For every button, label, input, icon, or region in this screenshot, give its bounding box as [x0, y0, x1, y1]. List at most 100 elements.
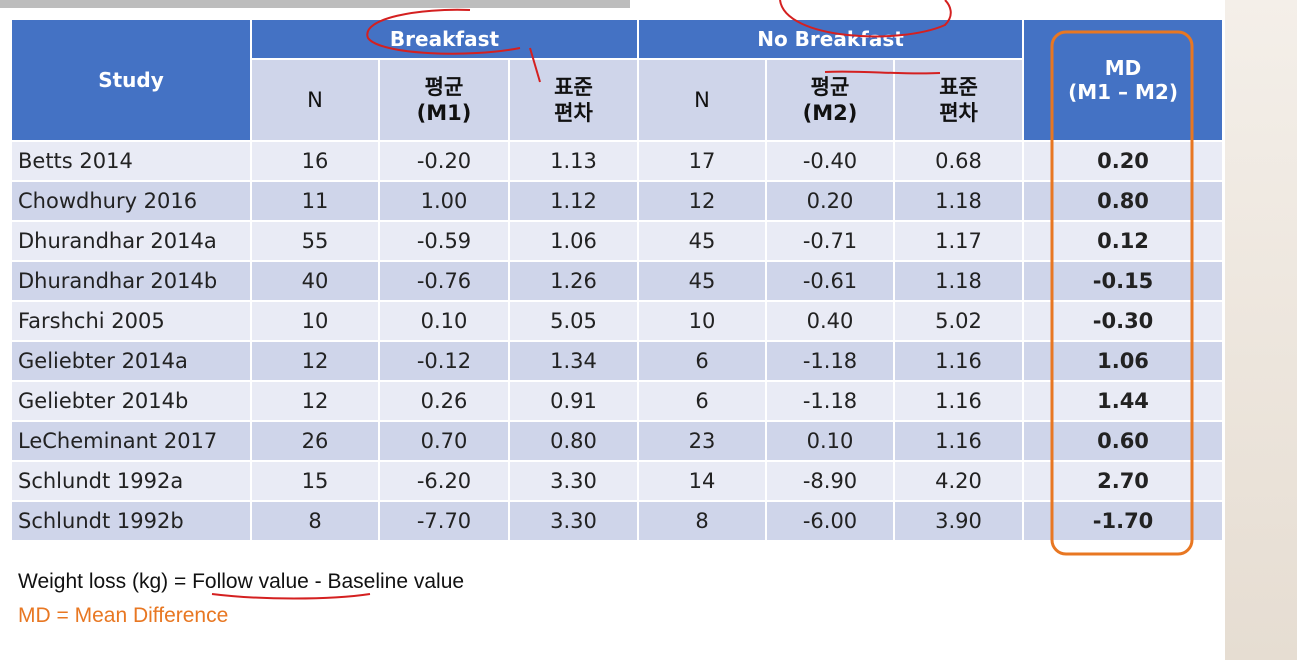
table-cell: 5.05 — [508, 300, 639, 342]
scribble — [779, 0, 952, 38]
header-cell: Breakfast — [250, 18, 639, 60]
table-cell: 0.80 — [1022, 180, 1225, 222]
table-row: Schlundt 1992b 8 -7.70 3.30 8 -6.00 3.90 -1.70 — [10, 500, 1225, 542]
table-cell: 0.68 — [892, 140, 1025, 182]
note: MD = Mean Difference — [18, 604, 229, 627]
table-cell: 3.90 — [892, 500, 1025, 542]
table-row: LeCheminant 2017 26 0.70 0.80 23 0.10 1.16 0.60 — [10, 420, 1225, 462]
header-cell: Study — [10, 18, 252, 142]
table-cell: -1.18 — [765, 380, 895, 422]
table-cell: -1.70 — [1022, 500, 1225, 542]
scribble — [529, 47, 541, 83]
table-row: Farshchi 2005 10 0.10 5.05 10 0.40 5.02 -0.30 — [10, 300, 1225, 342]
table-cell: 0.26 — [378, 380, 510, 422]
table-row: Dhurandhar 2014a 55 -0.59 1.06 45 -0.71 1.17 0.… — [10, 220, 1225, 262]
table-cell: 10 — [250, 300, 380, 342]
table-cell: 14 — [637, 460, 767, 502]
table-cell: 12 — [250, 340, 380, 382]
table-cell: 3.30 — [508, 460, 639, 502]
data-table: Study Breakfast No Breakfast MD (M1 – M2… — [10, 18, 1225, 542]
table-cell: 1.16 — [892, 340, 1025, 382]
table-row: Schlundt 1992a 15 -6.20 3.30 14 -8.90 4.20 2.70 — [10, 460, 1225, 502]
table-cell: Schlundt 1992a — [10, 460, 252, 502]
table-cell: Geliebter 2014b — [10, 380, 252, 422]
table-cell: 45 — [637, 260, 767, 302]
top-bar — [0, 0, 630, 8]
sub-header-cell: 평균 (M1) — [378, 58, 510, 142]
sub-header-cell: 표준 편차 — [508, 58, 639, 142]
table-cell: -0.61 — [765, 260, 895, 302]
table-cell: -0.40 — [765, 140, 895, 182]
table-cell: 0.10 — [378, 300, 510, 342]
table-cell: 16 — [250, 140, 380, 182]
table-cell: 0.40 — [765, 300, 895, 342]
table-cell: 0.70 — [378, 420, 510, 462]
table-cell: Farshchi 2005 — [10, 300, 252, 342]
table-cell: 1.34 — [508, 340, 639, 382]
table-cell: 1.12 — [508, 180, 639, 222]
table-cell: 12 — [637, 180, 767, 222]
table-cell: -0.30 — [1022, 300, 1225, 342]
scribble — [824, 70, 941, 75]
table-cell: -0.20 — [378, 140, 510, 182]
table-cell: 45 — [637, 220, 767, 262]
table-body: Betts 2014 16 -0.20 1.13 17 -0.40 0.68 0.20 Chow… — [10, 140, 1225, 542]
table-cell: Dhurandhar 2014b — [10, 260, 252, 302]
table-cell: 11 — [250, 180, 380, 222]
table-cell: 3.30 — [508, 500, 639, 542]
table-cell: -1.18 — [765, 340, 895, 382]
table-cell: Schlundt 1992b — [10, 500, 252, 542]
table-cell: 0.60 — [1022, 420, 1225, 462]
table-cell: 1.00 — [378, 180, 510, 222]
table-cell: 23 — [637, 420, 767, 462]
header-cell: No Breakfast — [636, 18, 1025, 60]
note: Weight loss (kg) = Follow value - Baseli… — [18, 570, 465, 593]
table-cell: 0.91 — [508, 380, 639, 422]
table-cell: Betts 2014 — [10, 140, 252, 182]
table-cell: 1.18 — [892, 180, 1025, 222]
table-cell: 8 — [637, 500, 767, 542]
table-cell: 0.12 — [1022, 220, 1225, 262]
table-row: Geliebter 2014b 12 0.26 0.91 6 -1.18 1.16 1.44 — [10, 380, 1225, 422]
table-cell: 0.20 — [765, 180, 895, 222]
table-cell: 12 — [250, 380, 380, 422]
table-cell: -0.59 — [378, 220, 510, 262]
table-cell: Chowdhury 2016 — [10, 180, 252, 222]
table-cell: -6.00 — [765, 500, 895, 542]
table-cell: 8 — [250, 500, 380, 542]
table-cell: 0.20 — [1022, 140, 1225, 182]
table-cell: 1.44 — [1022, 380, 1225, 422]
table-cell: Geliebter 2014a — [10, 340, 252, 382]
table-cell: 1.13 — [508, 140, 639, 182]
table-cell: 10 — [637, 300, 767, 342]
table-cell: Dhurandhar 2014a — [10, 220, 252, 262]
table-cell: -0.12 — [378, 340, 510, 382]
table-cell: 26 — [250, 420, 380, 462]
table-cell: -8.90 — [765, 460, 895, 502]
table-cell: 0.10 — [765, 420, 895, 462]
table-cell: -7.70 — [378, 500, 510, 542]
table-cell: 1.18 — [892, 260, 1025, 302]
table-cell: 6 — [637, 340, 767, 382]
sub-header-cell: N — [637, 58, 767, 142]
table-cell: 40 — [250, 260, 380, 302]
table-cell: 4.20 — [892, 460, 1025, 502]
highlight-box — [1050, 30, 1194, 556]
sub-header-row: N 평균 (M1) 표준 편차 N 평균 (M2) 표준 편차 — [11, 58, 1223, 142]
table-cell: 5.02 — [892, 300, 1025, 342]
table-cell: 1.16 — [892, 380, 1025, 422]
table-cell: 0.80 — [508, 420, 639, 462]
table-row: Betts 2014 16 -0.20 1.13 17 -0.40 0.68 0.20 — [10, 140, 1225, 182]
table-cell: 15 — [250, 460, 380, 502]
table-cell: 1.06 — [508, 220, 639, 262]
table-cell: 1.16 — [892, 420, 1025, 462]
table-cell: 2.70 — [1022, 460, 1225, 502]
table-cell: -0.76 — [378, 260, 510, 302]
table-cell: 1.06 — [1022, 340, 1225, 382]
table-cell: 55 — [250, 220, 380, 262]
table-cell: 1.17 — [892, 220, 1025, 262]
table-cell: -0.15 — [1022, 260, 1225, 302]
table-cell: -0.71 — [765, 220, 895, 262]
